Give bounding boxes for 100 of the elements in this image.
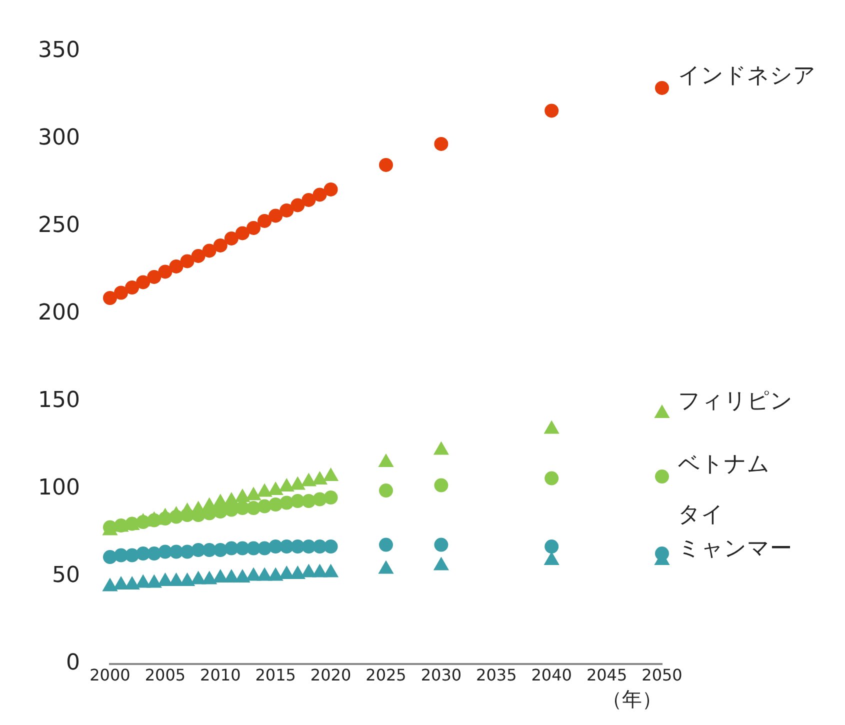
point xyxy=(224,231,238,246)
point xyxy=(655,80,669,95)
series-label: フィリピン xyxy=(678,389,793,414)
y-tick-label: 300 xyxy=(38,125,80,150)
point xyxy=(168,573,184,586)
point xyxy=(655,470,669,484)
point xyxy=(279,478,294,492)
point xyxy=(654,405,670,418)
y-tick-label: 150 xyxy=(38,388,80,413)
point xyxy=(180,544,194,559)
point xyxy=(158,512,172,526)
point xyxy=(102,290,117,305)
point xyxy=(434,557,449,570)
point xyxy=(655,546,669,561)
point xyxy=(434,478,448,492)
point xyxy=(324,540,338,554)
x-tick-label: 2000 xyxy=(90,666,130,685)
point xyxy=(290,476,306,490)
point xyxy=(158,264,172,279)
point xyxy=(544,420,560,434)
point xyxy=(280,540,294,554)
point xyxy=(190,571,206,584)
point xyxy=(312,188,327,202)
series-label: タイ xyxy=(678,502,724,528)
point xyxy=(324,182,338,196)
point xyxy=(268,208,283,223)
point xyxy=(202,571,217,584)
point xyxy=(323,564,338,578)
point xyxy=(114,286,128,300)
x-tick-label: 2050 xyxy=(642,666,682,685)
point xyxy=(213,543,228,558)
point xyxy=(268,568,284,581)
point xyxy=(268,482,284,496)
y-tick-label: 50 xyxy=(52,563,80,588)
x-tick-label: 2010 xyxy=(200,666,241,685)
point xyxy=(544,540,559,554)
point xyxy=(136,515,150,530)
point xyxy=(323,468,338,482)
point xyxy=(301,564,316,578)
point xyxy=(378,560,394,574)
point xyxy=(434,442,449,455)
point xyxy=(191,248,206,263)
point xyxy=(136,574,151,588)
x-tick-label: 2025 xyxy=(366,666,406,685)
point xyxy=(147,546,162,561)
point xyxy=(212,570,228,583)
point xyxy=(258,214,272,228)
point xyxy=(544,104,559,118)
point xyxy=(102,578,118,592)
point xyxy=(235,570,250,583)
point xyxy=(136,275,150,290)
point xyxy=(378,484,393,498)
point xyxy=(257,484,272,497)
point xyxy=(235,226,250,240)
point xyxy=(246,487,261,500)
point xyxy=(257,568,272,581)
point xyxy=(158,573,173,586)
point xyxy=(125,548,140,562)
y-tick-label: 100 xyxy=(38,475,80,500)
point xyxy=(290,494,305,508)
point xyxy=(302,494,316,508)
point xyxy=(125,280,140,294)
x-tick-label: 2015 xyxy=(255,666,296,685)
point xyxy=(302,192,316,207)
point xyxy=(224,570,239,583)
point xyxy=(180,254,194,268)
point xyxy=(434,538,448,552)
point xyxy=(544,471,559,486)
y-tick-label: 350 xyxy=(38,38,80,63)
point xyxy=(268,498,283,512)
point xyxy=(378,454,394,468)
point xyxy=(169,510,184,524)
series-label: ベトナム xyxy=(678,452,770,478)
y-tick-label: 200 xyxy=(38,300,80,326)
point xyxy=(302,540,316,554)
point xyxy=(114,576,128,590)
point xyxy=(258,499,272,514)
x-tick-label: 2005 xyxy=(144,666,186,685)
y-tick-label: 250 xyxy=(38,212,80,238)
point xyxy=(378,158,393,172)
point xyxy=(180,573,195,586)
point xyxy=(290,540,305,554)
point xyxy=(544,552,560,566)
series-label: インドネシア xyxy=(678,64,816,89)
point xyxy=(290,566,306,580)
point xyxy=(102,550,117,564)
point xyxy=(378,538,393,552)
point xyxy=(246,501,261,516)
point xyxy=(246,568,261,581)
point xyxy=(213,238,228,252)
point xyxy=(434,136,448,151)
x-axis-title: （年） xyxy=(602,687,662,712)
y-tick-label: 0 xyxy=(66,650,80,676)
point xyxy=(235,489,250,502)
x-tick-label: 2020 xyxy=(310,666,352,685)
point xyxy=(301,473,316,486)
point xyxy=(147,270,162,284)
point xyxy=(312,472,328,485)
x-tick-label: 2035 xyxy=(476,666,517,685)
point xyxy=(312,564,328,578)
